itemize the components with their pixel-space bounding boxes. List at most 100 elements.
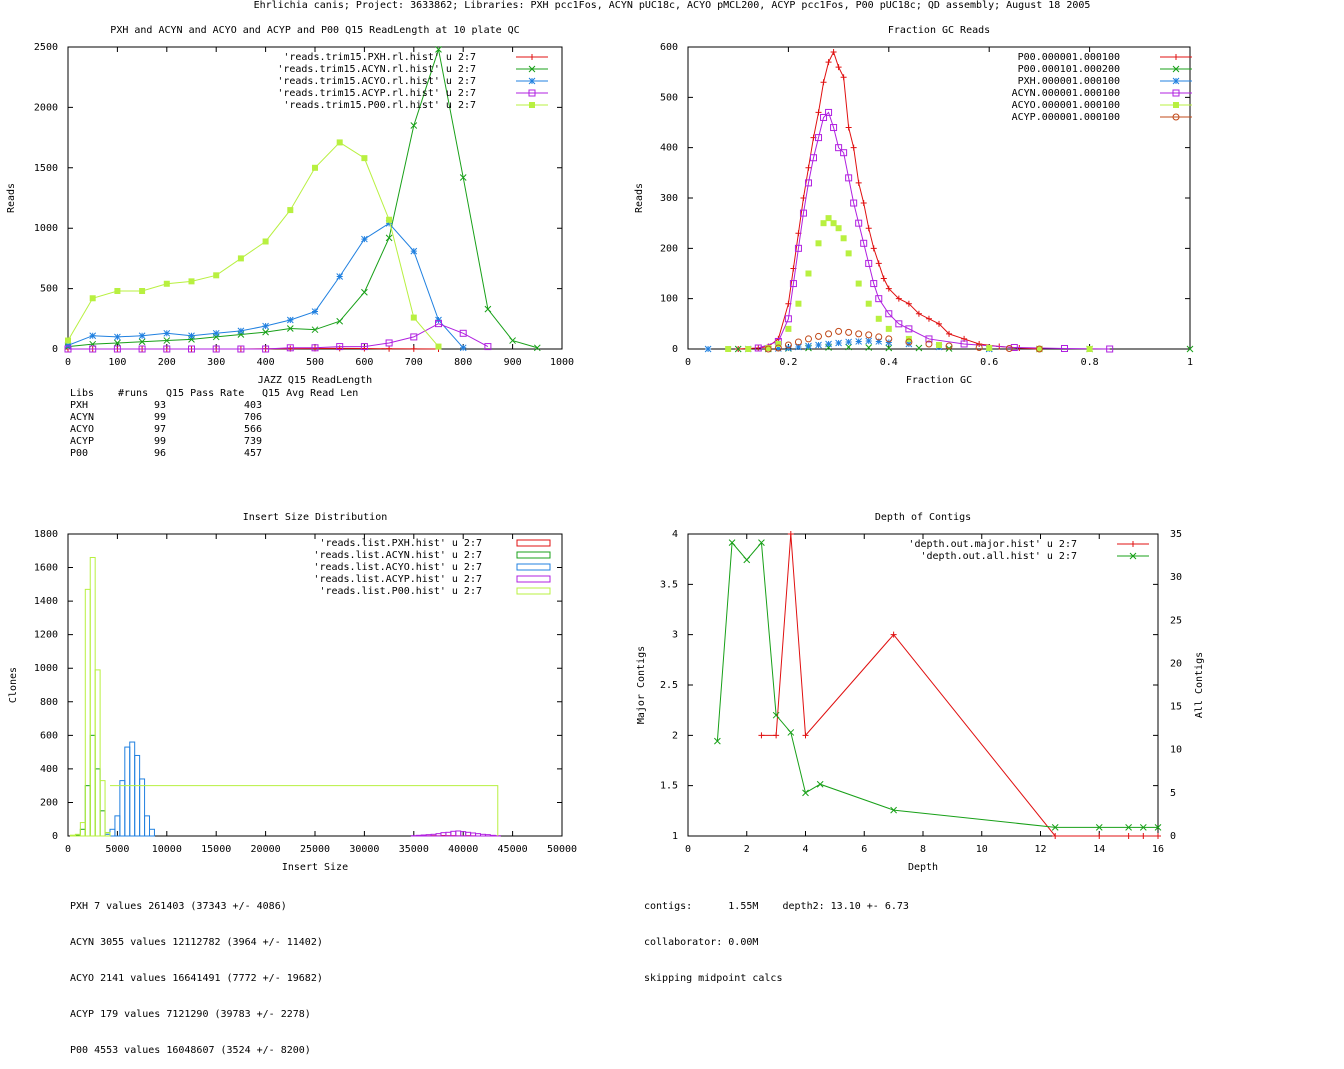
hist-bar (476, 834, 481, 836)
hist-bar (125, 747, 130, 836)
data-point (1126, 833, 1132, 839)
y-tick-label: 0 (672, 344, 678, 355)
y-tick-label: 600 (40, 730, 58, 741)
x-tick-label: 5000 (105, 844, 129, 855)
data-point (238, 255, 244, 261)
legend-marker (529, 78, 535, 84)
y-tick-label: 800 (40, 697, 58, 708)
hist-bar (150, 829, 155, 836)
x-tick-label: 1000 (550, 357, 574, 368)
data-point (816, 333, 822, 339)
y-tick-label: 2.5 (660, 680, 678, 691)
data-point (411, 346, 417, 352)
depth2-stat: depth2: 13.10 +- 6.73 (782, 901, 908, 912)
data-point (785, 326, 791, 332)
chart-0: PXH and ACYN and ACYO and ACYP and P00 Q… (6, 25, 574, 386)
readlen-table-header: Libs #runs Q15 Pass Rate Q15 Avg Read Le… (70, 388, 358, 400)
data-point (866, 225, 872, 231)
x-tick-label: 300 (207, 357, 225, 368)
x-tick-label: 800 (454, 357, 472, 368)
x-tick-label: 0.8 (1081, 357, 1099, 368)
y2-tick-label: 0 (1170, 831, 1176, 842)
hist-bar (90, 735, 95, 836)
data-point (936, 342, 942, 348)
data-point (886, 326, 892, 332)
lib-name: PXH (70, 400, 118, 412)
hist-bar (95, 769, 100, 836)
lib-name: ACYO (70, 424, 118, 436)
avg-read-len: 566 (166, 424, 262, 436)
x-tick-label: 50000 (547, 844, 577, 855)
data-point (856, 338, 862, 344)
data-point (164, 330, 170, 336)
legend-label: 'reads.list.ACYN.hist' u 2:7 (313, 550, 482, 561)
data-point (90, 295, 96, 301)
data-point (1087, 346, 1093, 352)
series-line (761, 534, 1158, 836)
x-tick-label: 30000 (349, 844, 379, 855)
data-point (831, 49, 837, 55)
data-point (114, 288, 120, 294)
legend-label: P00.000001.000100 (1018, 52, 1120, 63)
y-axis-label: Major Contigs (636, 646, 647, 724)
data-point (90, 333, 96, 339)
legend-label: 'reads.trim15.ACYP.rl.hist' u 2:7 (277, 88, 476, 99)
hist-bar (95, 670, 100, 836)
data-point (876, 260, 882, 266)
contigs-stat: contigs: 1.55M (644, 901, 758, 912)
x-tick-label: 0 (685, 844, 691, 855)
x-tick-label: 20000 (251, 844, 281, 855)
data-point (164, 281, 170, 287)
hist-bar (70, 835, 75, 836)
x-tick-label: 45000 (498, 844, 528, 855)
header-libs: Libs (70, 388, 118, 400)
hist-bar (471, 833, 476, 836)
legend-label: 'reads.trim15.ACYO.rl.hist' u 2:7 (277, 76, 476, 87)
x-tick-label: 2 (744, 844, 750, 855)
insert-stats: PXH 7 values 261403 (37343 +/- 4086) ACY… (70, 877, 323, 1069)
x-tick-label: 200 (158, 357, 176, 368)
data-point (826, 331, 832, 337)
legend-label: PXH.000001.000100 (1018, 76, 1120, 87)
x-tick-label: 600 (355, 357, 373, 368)
y-tick-label: 0 (52, 831, 58, 842)
data-point (881, 276, 887, 282)
data-point (836, 340, 842, 346)
avg-read-len: 403 (166, 400, 262, 412)
data-point (337, 318, 343, 324)
hist-bar (456, 831, 461, 836)
data-point (846, 329, 852, 335)
header-runs: #runs (118, 388, 166, 400)
legend-label: 'reads.list.PXH.hist' u 2:7 (319, 538, 482, 549)
x-tick-label: 25000 (300, 844, 330, 855)
data-point (263, 323, 269, 329)
x-tick-label: 15000 (201, 844, 231, 855)
y-tick-label: 1000 (34, 223, 58, 234)
hist-bar (431, 834, 436, 836)
y-axis-label: Clones (8, 667, 19, 703)
y2-tick-label: 35 (1170, 529, 1182, 540)
y-tick-label: 1 (672, 831, 678, 842)
insert-stat-line: ACYN 3055 values 12112782 (3964 +/- 1140… (70, 937, 323, 949)
data-point (65, 338, 71, 344)
data-point (871, 245, 877, 251)
y2-tick-label: 25 (1170, 615, 1182, 626)
legend-label: 'reads.list.ACYO.hist' u 2:7 (313, 562, 482, 573)
data-point (386, 346, 392, 352)
data-point (841, 74, 847, 80)
data-point (1096, 833, 1102, 839)
legend-label: P00.000101.000200 (1018, 64, 1120, 75)
y-tick-label: 1800 (34, 529, 58, 540)
table-row: ACYP 99 739 (70, 436, 358, 448)
data-point (841, 235, 847, 241)
y2-tick-label: 10 (1170, 745, 1182, 756)
hist-bar (90, 557, 95, 836)
data-point (745, 346, 751, 352)
table-row: P00 96 457 (70, 448, 358, 460)
y-tick-label: 200 (40, 797, 58, 808)
data-point (460, 345, 466, 351)
data-point (866, 344, 872, 350)
x-axis-label: Fraction GC (906, 375, 972, 386)
data-point (816, 342, 822, 348)
data-point (836, 225, 842, 231)
